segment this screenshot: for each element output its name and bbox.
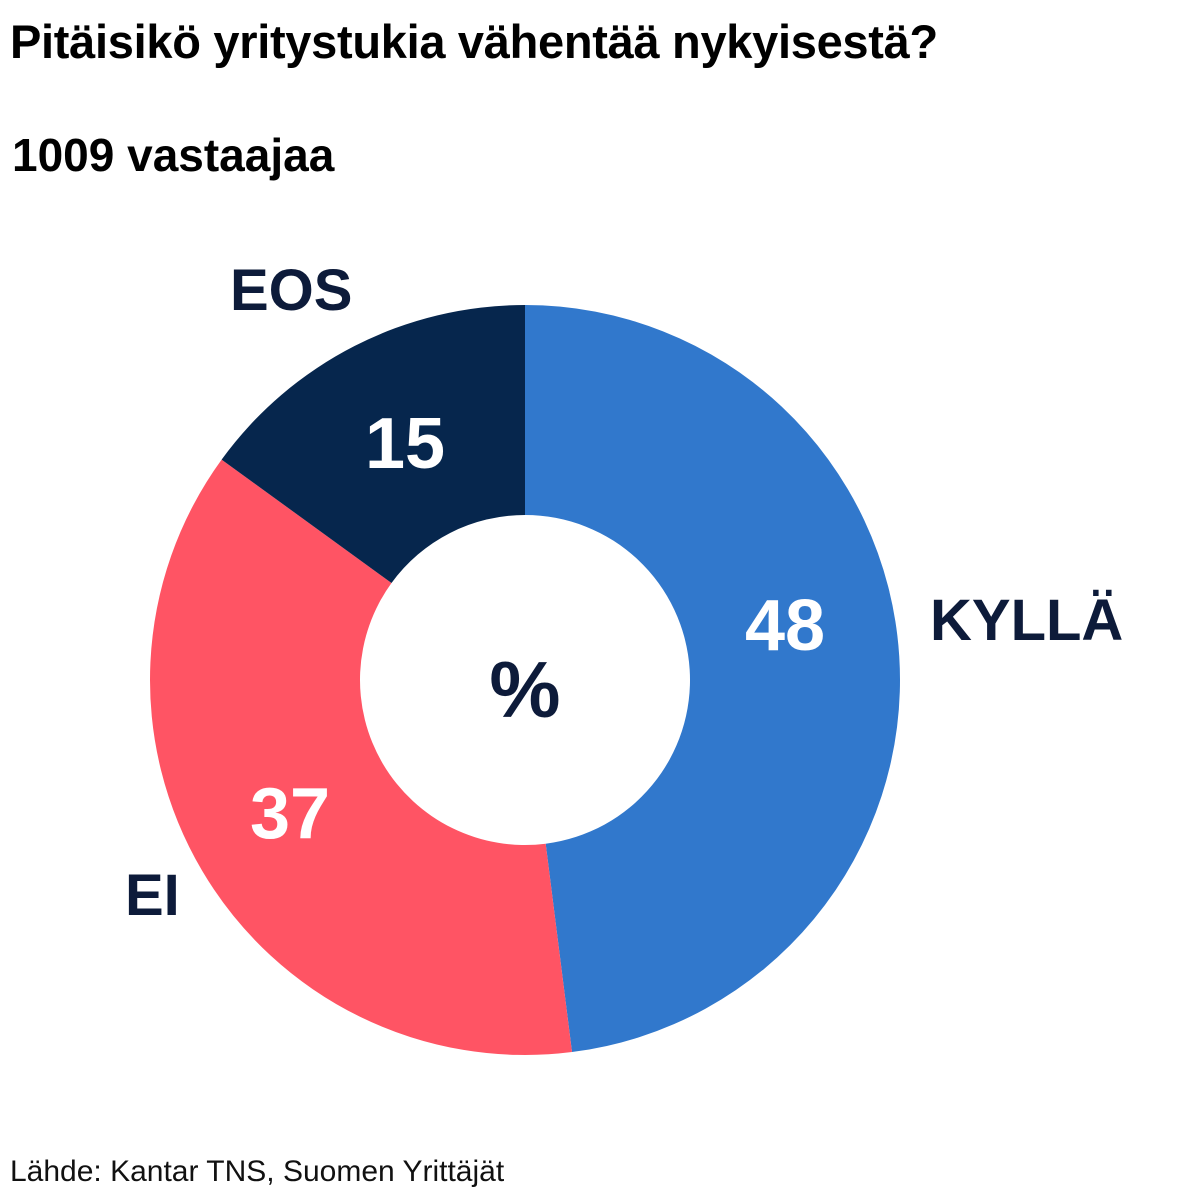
slice-ei (150, 459, 572, 1055)
category-label-kyllä: KYLLÄ (930, 588, 1123, 653)
category-labels: KYLLÄ EI EOS (125, 258, 1123, 928)
center-percent-label: % (489, 645, 560, 734)
slice-eos (221, 305, 525, 584)
category-label-ei: EI (125, 863, 180, 928)
slice-kyllä (525, 305, 900, 1053)
donut-slices (150, 305, 900, 1055)
value-label-kyllä: 48 (745, 586, 825, 666)
value-label-ei: 37 (250, 774, 330, 854)
value-labels: 48 37 15 (250, 404, 825, 854)
chart-title: Pitäisikö yritystukia vähentää nykyisest… (10, 15, 938, 68)
value-label-eos: 15 (365, 404, 445, 484)
chart-subtitle: 1009 vastaajaa (12, 129, 335, 181)
category-label-eos: EOS (230, 258, 353, 323)
source-note: Lähde: Kantar TNS, Suomen Yrittäjät (10, 1155, 505, 1188)
